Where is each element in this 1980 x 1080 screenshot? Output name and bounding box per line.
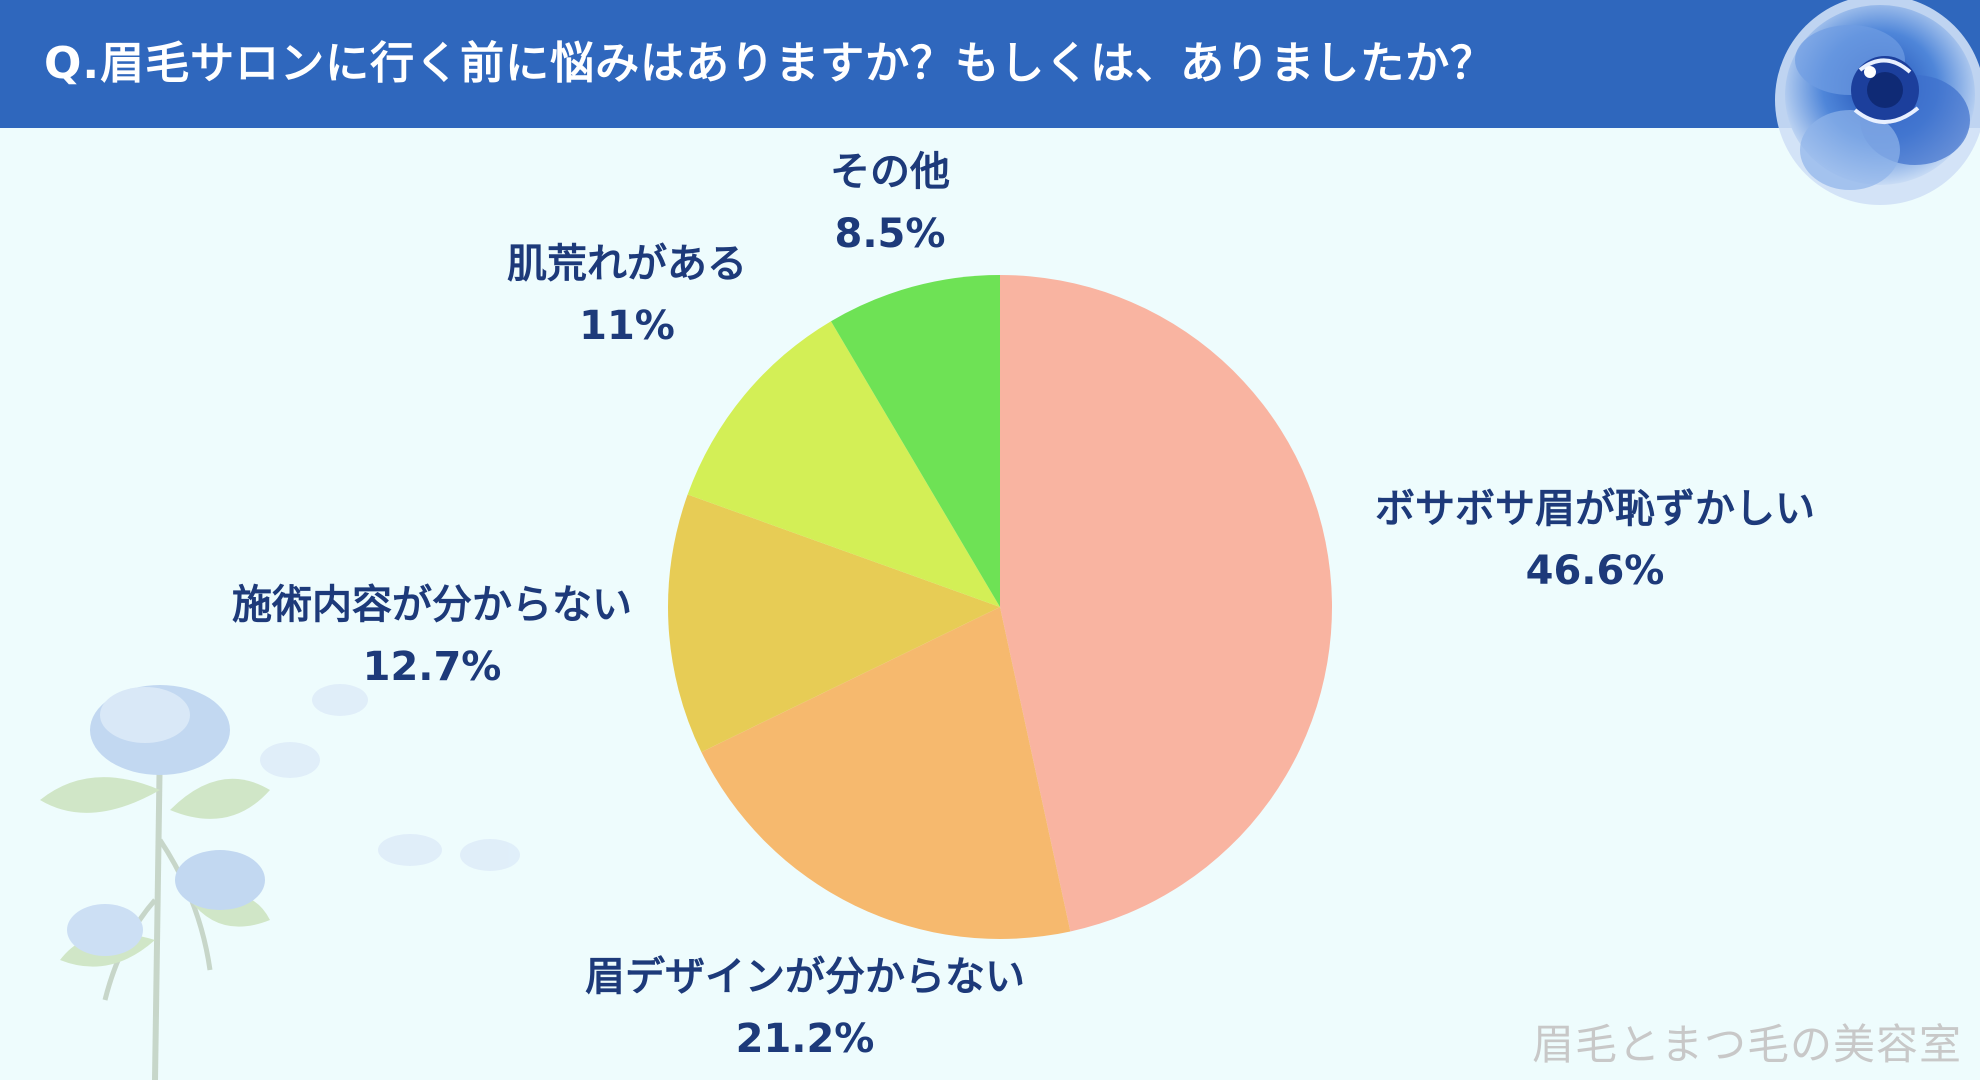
header-bar: Q.眉毛サロンに行く前に悩みはありますか？もしくは、ありましたか？ [0,0,1980,128]
pie-slice-3 [668,494,1000,753]
slice-label-2: 眉デザインが分からない [585,954,1025,1000]
slice-value-3: 12.7% [363,644,502,690]
slice-value-4: 11% [579,303,675,349]
pie-slice-5 [830,275,1000,607]
pie-slices [668,275,1332,940]
blue-rose-icon [1775,0,1980,205]
rose-bouquet-illustration [40,684,520,1080]
slice-value-5: 8.5% [835,211,946,257]
pie-slice-1 [1000,275,1332,932]
slice-value-2: 21.2% [736,1016,875,1062]
slice-label-5: その他 [830,149,950,195]
pie-labels: ボサボサ眉が恥ずかしい 46.6% 眉デザインが分からない 21.2% 施術内容が分から… [232,149,1815,1062]
slice-label-3: 施術内容が分からない [232,582,632,628]
pie-slice-2 [701,607,1071,940]
slice-value-1: 46.6% [1526,548,1665,594]
slice-label-4: 肌荒れがある [507,241,747,287]
page-title: Q.眉毛サロンに行く前に悩みはありますか？もしくは、ありましたか？ [44,38,1496,89]
pie-slice-4 [687,321,1000,607]
watermark: 眉毛とまつ毛の美容室 [1531,1020,1962,1069]
slice-label-1: ボサボサ眉が恥ずかしい [1375,486,1815,532]
